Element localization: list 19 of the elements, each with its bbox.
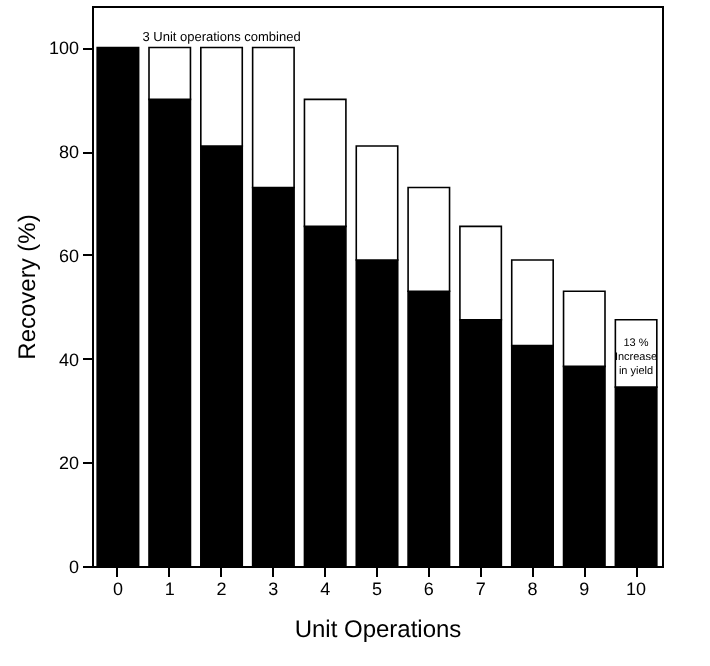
y-tick-label: 0 <box>68 557 79 577</box>
x-tick-label: 3 <box>268 579 279 599</box>
x-tick-label: 6 <box>423 579 434 599</box>
x-tick-label: 2 <box>216 579 227 599</box>
x-axis-title: Unit Operations <box>294 615 462 643</box>
x-tick-label: 1 <box>164 579 175 599</box>
y-tick-label: 100 <box>48 38 79 59</box>
x-tick-label: 5 <box>371 579 383 599</box>
x-tick-label: 8 <box>527 579 538 599</box>
y-tick-label: 20 <box>58 453 79 474</box>
y-tick-label: 40 <box>58 349 79 370</box>
x-tick-label: 9 <box>579 579 590 599</box>
x-tick-label: 4 <box>320 579 331 599</box>
x-tick-label: 10 <box>626 579 647 599</box>
x-tick-label: 0 <box>112 579 123 599</box>
y-tick-label: 80 <box>58 142 79 163</box>
y-tick-label: 60 <box>58 245 79 266</box>
x-tick-label: 7 <box>475 579 486 599</box>
y-axis-title: Recovery (%) <box>12 214 41 360</box>
